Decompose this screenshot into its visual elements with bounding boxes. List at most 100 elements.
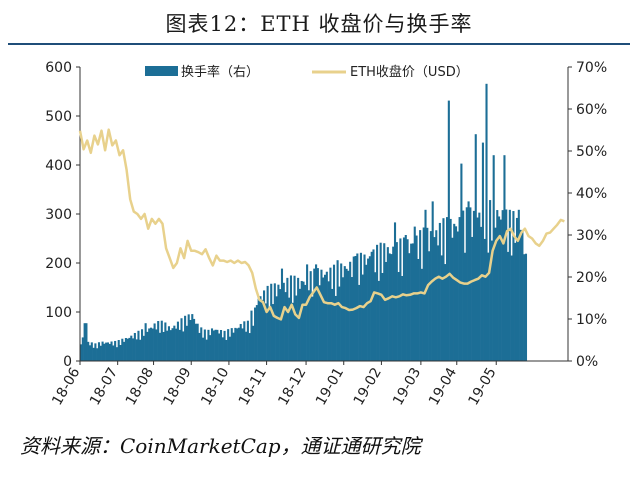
- turnover-bar: [501, 210, 504, 361]
- turnover-bar: [167, 326, 171, 361]
- turnover-bar: [169, 330, 172, 361]
- turnover-bar: [205, 339, 208, 361]
- turnover-bar: [214, 329, 217, 361]
- turnover-bar: [83, 323, 86, 361]
- turnover-bar: [236, 328, 239, 361]
- turnover-bar: [126, 338, 129, 361]
- turnover-bar: [175, 328, 178, 361]
- x-tick-label: 18-07: [87, 365, 121, 408]
- x-tick-label: 18-10: [198, 365, 232, 408]
- turnover-bar: [374, 272, 377, 361]
- left-tick-label: 0: [63, 354, 72, 370]
- turnover-bar: [476, 217, 479, 361]
- turnover-bar: [341, 277, 345, 361]
- turnover-bar: [286, 277, 289, 361]
- turnover-bar: [467, 201, 470, 361]
- right-tick-label: 50%: [576, 144, 607, 160]
- turnover-bar: [121, 338, 124, 361]
- turnover-bar: [393, 222, 397, 361]
- right-tick-label: 20%: [576, 270, 607, 286]
- turnover-bar: [155, 329, 158, 361]
- turnover-bar: [440, 255, 443, 361]
- turnover-bar: [142, 335, 145, 361]
- turnover-bar: [119, 344, 122, 361]
- x-tick-label: 18-08: [123, 365, 157, 408]
- turnover-bar: [218, 333, 221, 361]
- turnover-bar: [438, 222, 441, 361]
- chart-svg: 0 100 200 300 400 500 600 0% 10% 20% 30% 40% 50% 60% 7…: [45, 60, 607, 408]
- turnover-bar: [210, 328, 214, 361]
- turnover-bar: [166, 330, 169, 361]
- right-tick-label: 0%: [576, 354, 598, 370]
- turnover-bar: [386, 247, 389, 361]
- x-tick-label: 18-11: [236, 365, 270, 408]
- left-tick-label: 300: [45, 207, 72, 223]
- turnover-bar: [271, 304, 275, 361]
- turnover-bar: [424, 209, 427, 361]
- turnover-bar: [243, 321, 246, 361]
- turnover-bar: [160, 320, 163, 361]
- turnover-bar: [383, 243, 386, 361]
- turnover-bar: [426, 227, 429, 361]
- turnover-bar: [282, 282, 285, 361]
- turnover-bar: [444, 264, 447, 361]
- turnover-bar: [524, 253, 528, 361]
- turnover-bar: [203, 329, 206, 361]
- right-tick-label: 40%: [576, 186, 607, 202]
- turnover-bar: [151, 328, 154, 361]
- turnover-bar: [297, 277, 300, 361]
- x-tick-label: 19-04: [426, 365, 460, 408]
- turnover-bar: [300, 280, 303, 361]
- turnover-bar: [178, 329, 181, 361]
- turnover-bar: [227, 329, 230, 361]
- turnover-bar: [304, 284, 307, 361]
- turnover-bar: [395, 242, 398, 361]
- turnover-bar: [234, 327, 237, 361]
- left-tick-label: 400: [45, 158, 72, 174]
- x-tick-label: 19-05: [465, 365, 499, 408]
- turnover-bar: [112, 345, 115, 361]
- turnover-bar: [245, 331, 248, 361]
- turnover-bar: [474, 134, 477, 361]
- turnover-bar: [257, 298, 260, 361]
- turnover-bar: [176, 321, 179, 361]
- turnover-bar: [295, 295, 298, 361]
- turnover-bar: [368, 256, 371, 361]
- turnover-bar: [200, 327, 203, 361]
- turnover-bar: [458, 217, 461, 361]
- turnover-bar: [255, 305, 258, 361]
- legend-bar-swatch: [145, 66, 178, 76]
- turnover-bar: [124, 338, 127, 361]
- turnover-bar: [184, 315, 187, 361]
- x-tick-label: 18-06: [49, 365, 83, 408]
- turnover-bar: [514, 242, 517, 361]
- turnover-bar: [139, 339, 142, 361]
- turnover-bar: [148, 328, 151, 361]
- turnover-bar: [338, 286, 341, 361]
- turnover-bar: [306, 264, 309, 361]
- turnover-bar: [361, 274, 364, 361]
- turnover-bar: [81, 337, 84, 361]
- turnover-bar: [162, 331, 165, 361]
- turnover-bar: [254, 307, 257, 361]
- turnover-bar: [221, 337, 224, 361]
- turnover-bar: [185, 325, 188, 361]
- turnover-bar: [187, 314, 190, 361]
- turnover-bar: [478, 212, 481, 361]
- turnover-bar: [248, 333, 251, 361]
- turnover-bar: [381, 272, 384, 361]
- turnover-bar: [402, 237, 406, 361]
- turnover-bar: [519, 229, 522, 361]
- turnover-bar: [99, 345, 102, 361]
- turnover-bar: [239, 323, 242, 361]
- turnover-bar: [146, 331, 149, 361]
- turnover-bar: [521, 231, 524, 361]
- turnover-bar: [318, 285, 321, 361]
- turnover-bar: [325, 271, 328, 361]
- turnover-bar: [225, 339, 228, 361]
- turnover-bar: [462, 210, 465, 361]
- left-tick-label: 100: [45, 305, 72, 321]
- turnover-bar: [144, 323, 147, 361]
- turnover-bar: [340, 263, 343, 361]
- turnover-bar: [388, 253, 391, 361]
